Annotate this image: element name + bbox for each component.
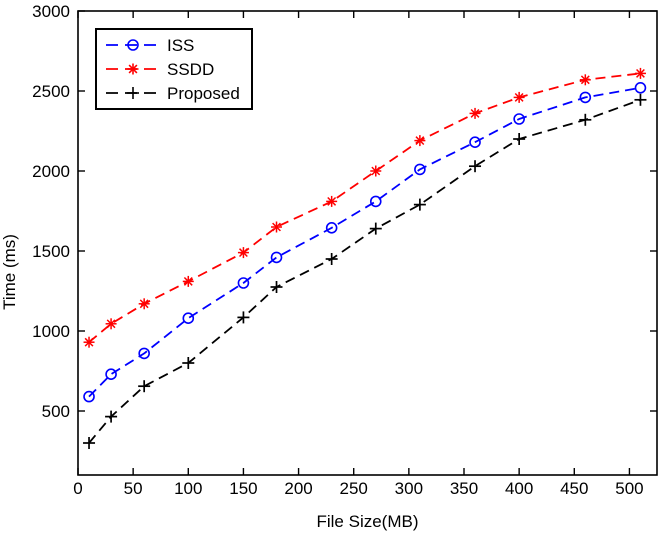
data-point-marker-iss <box>414 163 426 176</box>
data-point-marker-ssdd <box>327 196 337 206</box>
x-axis-tick-label: 50 <box>124 479 143 498</box>
data-point-marker-iss <box>634 82 647 94</box>
plus-marker-icon <box>106 87 160 99</box>
data-point-marker-ssdd <box>139 299 149 309</box>
x-axis-tick-label: 450 <box>560 479 588 498</box>
x-axis-tick-label: 300 <box>395 479 423 498</box>
x-axis-title: File Size(MB) <box>316 512 418 531</box>
legend-entry-proposed: Proposed <box>105 82 245 104</box>
asterisk-marker-icon <box>106 63 160 75</box>
x-axis-tick-label: 150 <box>229 479 257 498</box>
x-axis-tick-label: 200 <box>284 479 312 498</box>
data-point-marker-iss <box>105 368 117 381</box>
plot-frame <box>77 10 658 476</box>
data-point-marker-ssdd <box>106 319 116 329</box>
legend: ISS SSDD Proposed <box>95 28 253 110</box>
legend-label-iss: ISS <box>167 35 195 55</box>
data-point-marker-iss <box>579 91 592 104</box>
data-point-marker-ssdd <box>183 276 193 286</box>
data-point-marker-iss <box>138 347 150 360</box>
data-point-marker-iss <box>513 113 525 125</box>
data-point-marker-iss <box>325 222 338 234</box>
data-point-marker-ssdd <box>415 136 425 146</box>
y-axis-tick-label: 2000 <box>32 162 70 181</box>
y-axis-tick-label: 2500 <box>32 82 70 101</box>
series-line-ssdd <box>88 72 641 343</box>
data-point-marker-ssdd <box>514 92 524 102</box>
y-axis-tick-label: 1500 <box>32 242 70 261</box>
series-line-iss <box>88 86 641 398</box>
x-axis-tick-label: 500 <box>615 479 643 498</box>
x-axis-tick-label: 100 <box>174 479 202 498</box>
y-axis-title: Time (ms) <box>0 234 19 310</box>
data-point-marker-iss <box>182 312 195 325</box>
legend-label-proposed: Proposed <box>167 83 240 103</box>
data-point-marker-ssdd <box>84 337 94 347</box>
data-point-marker-ssdd <box>371 166 381 176</box>
x-axis-tick-label: 0 <box>73 479 82 498</box>
x-axis-tick-label: 350 <box>450 479 478 498</box>
data-point-marker-ssdd <box>272 222 281 232</box>
legend-entry-ssdd: SSDD <box>105 58 245 80</box>
data-point-marker-iss <box>469 136 481 148</box>
series-line-proposed <box>88 98 641 444</box>
legend-entry-iss: ISS <box>105 34 245 56</box>
data-point-marker-iss <box>369 195 382 208</box>
data-point-marker-ssdd <box>470 108 480 118</box>
data-point-marker-ssdd <box>238 248 248 258</box>
x-axis-tick-label: 400 <box>505 479 533 498</box>
y-axis-tick-label: 3000 <box>32 2 70 21</box>
legend-label-ssdd: SSDD <box>167 59 215 79</box>
x-axis-tick-label: 250 <box>340 479 368 498</box>
data-point-marker-iss <box>83 390 95 403</box>
y-axis-tick-label: 500 <box>42 402 70 421</box>
data-point-marker-ssdd <box>580 75 590 85</box>
y-axis-tick-label: 1000 <box>32 322 70 341</box>
circle-marker-icon <box>106 39 160 51</box>
data-point-marker-iss <box>237 277 250 289</box>
data-point-marker-iss <box>270 251 283 264</box>
data-point-marker-ssdd <box>636 68 645 78</box>
